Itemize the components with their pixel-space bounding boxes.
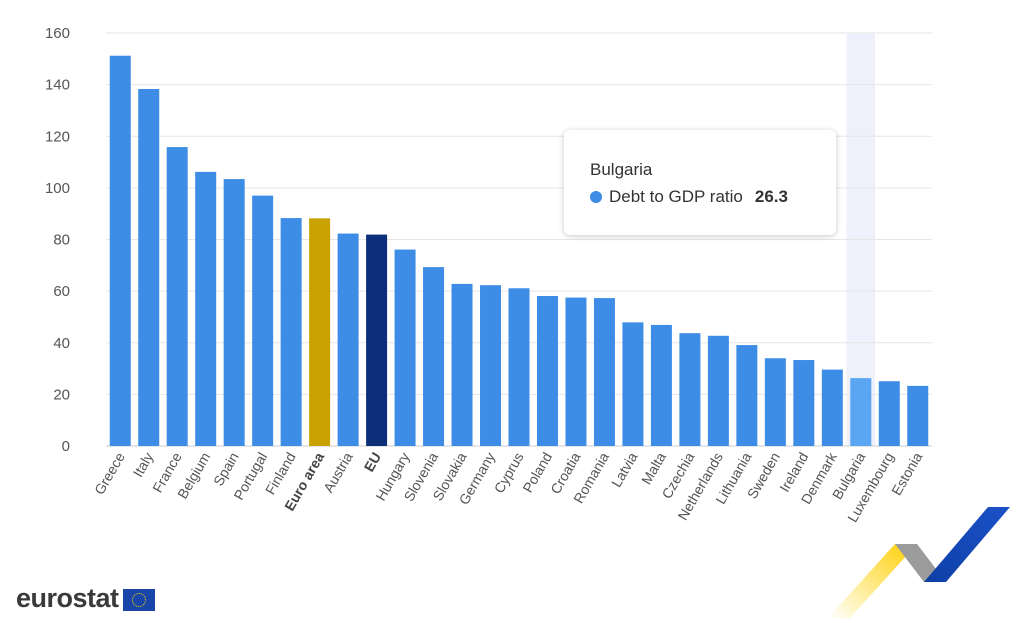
bar-hungary[interactable] [394, 249, 416, 446]
y-axis-ticks: 0 20 40 60 80 100 120 140 160 [45, 25, 70, 455]
y-tick-label: 120 [45, 128, 70, 145]
tooltip: Bulgaria Debt to GDP ratio 26.3 [564, 130, 836, 235]
bar-belgium[interactable] [195, 171, 217, 446]
tooltip-title: Bulgaria [590, 160, 653, 179]
series-dot-icon [590, 191, 602, 203]
eu-flag-icon [122, 588, 155, 611]
bar-slovakia[interactable] [451, 283, 473, 446]
bar-poland[interactable] [536, 296, 558, 446]
bar-euro-area[interactable] [309, 218, 331, 446]
bar-ireland[interactable] [793, 360, 815, 446]
eurostat-ribbon-icon [828, 507, 1010, 618]
x-tick-label: Greece [91, 449, 128, 497]
y-tick-label: 20 [53, 386, 70, 403]
bar-spain[interactable] [223, 179, 245, 446]
bar-luxembourg[interactable] [878, 381, 900, 446]
bar-lithuania[interactable] [736, 345, 758, 446]
tooltip-value: 26.3 [754, 187, 788, 206]
x-tick-label: Latvia [608, 449, 641, 490]
bar-czechia[interactable] [679, 333, 701, 446]
bar-sweden[interactable] [764, 358, 786, 446]
tooltip-row: Debt to GDP ratio 26.3 [590, 187, 788, 207]
x-tick-label: Italy [130, 450, 157, 480]
bar-austria[interactable] [337, 233, 359, 446]
bar-estonia[interactable] [907, 385, 929, 446]
tooltip-series-label: Debt to GDP ratio [609, 187, 743, 206]
bar-eu[interactable] [366, 234, 388, 446]
bar-slovenia[interactable] [423, 267, 445, 446]
y-tick-label: 0 [62, 438, 70, 455]
bar-greece[interactable] [109, 55, 131, 447]
x-axis-labels: Greece ItalyFranceBelgiumSpainPortugalFin… [91, 449, 925, 525]
y-tick-label: 140 [45, 77, 70, 94]
bar-italy[interactable] [138, 89, 160, 446]
bar-cyprus[interactable] [508, 288, 530, 446]
x-tick-label: EU [361, 450, 385, 475]
bar-layer [109, 55, 929, 447]
bar-germany[interactable] [480, 285, 502, 446]
bar-denmark[interactable] [821, 369, 843, 446]
logo-text: eurostat [16, 583, 119, 613]
bar-malta[interactable] [650, 324, 672, 446]
y-tick-label: 80 [53, 232, 70, 249]
bar-portugal[interactable] [252, 195, 274, 446]
bar-france[interactable] [166, 147, 188, 446]
bar-finland[interactable] [280, 218, 302, 446]
x-tick-label: Austria [320, 449, 356, 495]
y-tick-label: 160 [45, 25, 70, 42]
bar-bulgaria[interactable] [850, 378, 872, 446]
bar-romania[interactable] [593, 298, 615, 446]
y-tick-label: 60 [53, 283, 70, 300]
bar-netherlands[interactable] [707, 335, 729, 446]
eurostat-logo: eurostat [16, 583, 155, 614]
y-tick-label: 100 [45, 180, 70, 197]
y-tick-label: 40 [53, 335, 70, 352]
bar-croatia[interactable] [565, 297, 587, 446]
bar-latvia[interactable] [622, 322, 644, 446]
